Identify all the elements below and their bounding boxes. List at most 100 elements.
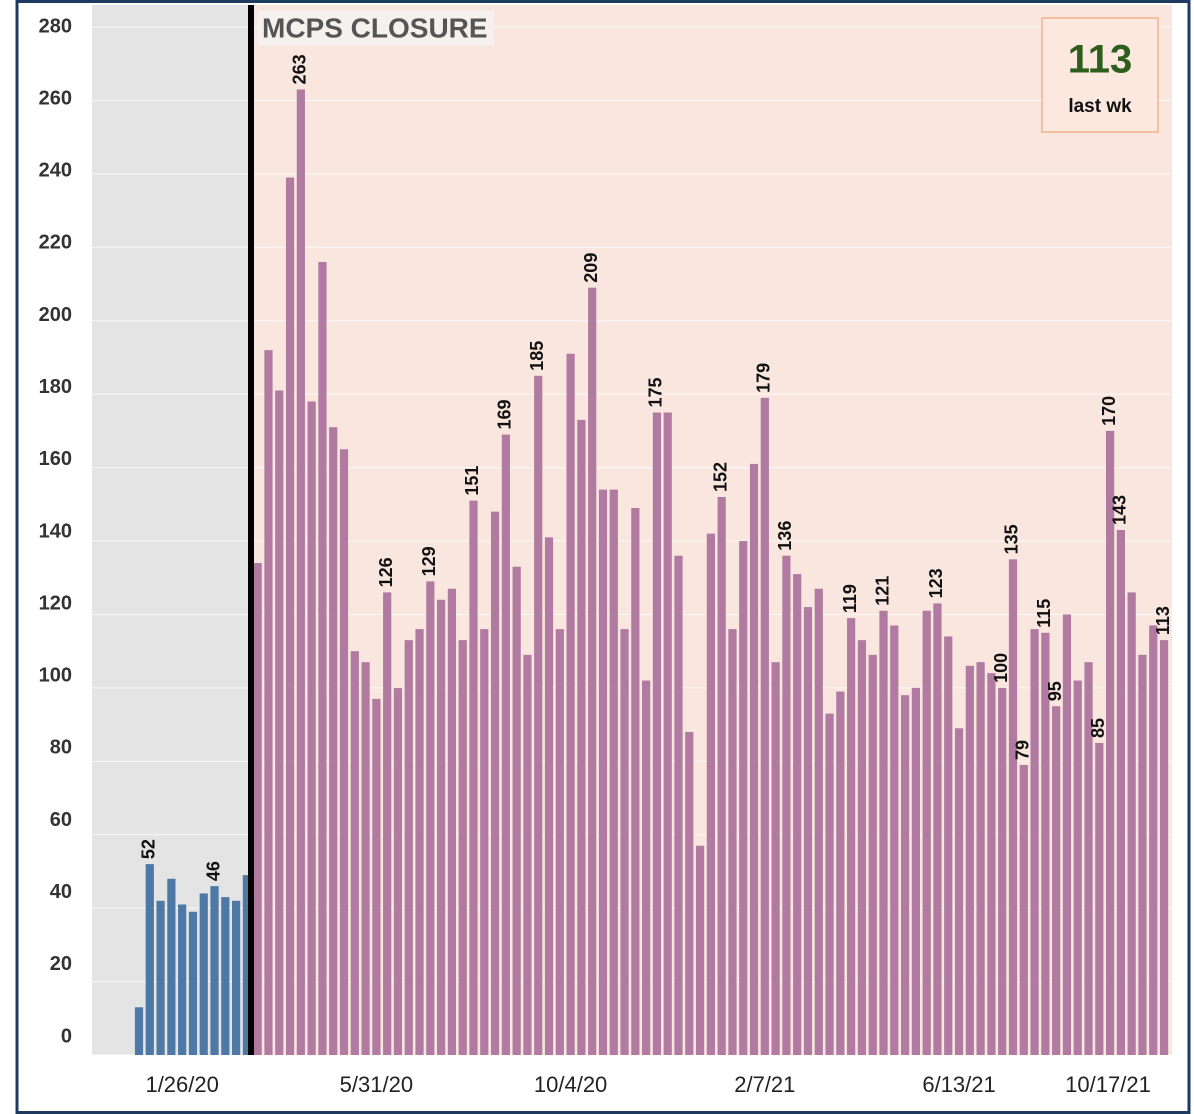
bar: [1073, 680, 1082, 1055]
value-label: 85: [1088, 718, 1108, 738]
value-label: 119: [840, 584, 860, 613]
y-tick-label: 100: [39, 665, 72, 687]
bar: [415, 629, 424, 1055]
bar: [890, 625, 899, 1055]
bar: [210, 886, 219, 1055]
bar: [782, 555, 791, 1055]
bars: [134, 89, 1169, 1056]
bar: [1159, 640, 1169, 1055]
value-label: 100: [991, 653, 1011, 683]
value-label: 152: [710, 462, 730, 492]
value-label: 113: [1153, 606, 1173, 635]
bar: [976, 662, 985, 1055]
value-label: 129: [419, 546, 439, 576]
bar: [803, 607, 813, 1055]
bar: [544, 537, 554, 1055]
bar: [717, 496, 726, 1056]
bar: [695, 845, 705, 1055]
bar: [1030, 629, 1039, 1055]
bar: [609, 489, 618, 1056]
value-label: 121: [872, 576, 892, 606]
bar: [188, 911, 198, 1055]
x-tick-label: 10/17/21: [1065, 1072, 1151, 1097]
bar: [1116, 530, 1125, 1055]
bar: [663, 412, 672, 1056]
value-label: 169: [495, 399, 515, 429]
value-label: 79: [1013, 740, 1033, 760]
value-label: 143: [1110, 495, 1130, 525]
value-label: 170: [1099, 396, 1119, 426]
x-tick-label: 6/13/21: [922, 1072, 995, 1097]
bar: [1019, 764, 1028, 1055]
bar: [264, 350, 273, 1056]
bar: [232, 900, 241, 1055]
y-tick-label: 260: [39, 87, 72, 109]
bar: [1138, 654, 1147, 1055]
frame: [15, 0, 1191, 1114]
value-label: 135: [1002, 524, 1022, 554]
y-tick-label: 180: [39, 376, 72, 398]
bar: [566, 353, 575, 1055]
value-label: 175: [646, 377, 666, 407]
bar: [814, 588, 823, 1055]
kpi-box: [1041, 17, 1159, 133]
chart-title: MCPS CLOSURE: [262, 12, 488, 43]
y-tick-label: 140: [39, 520, 72, 542]
bar: [836, 691, 845, 1055]
bar: [178, 904, 187, 1055]
bar: [134, 1007, 144, 1055]
bar: [523, 654, 532, 1055]
bar: [1008, 559, 1018, 1055]
bar: [339, 449, 349, 1055]
labels: 0 20 40 60 80 100 120 140 160 180 200 220 240 260 280 1…: [39, 15, 1173, 1097]
bar: [447, 588, 457, 1055]
bar: [706, 533, 715, 1055]
bar: [933, 603, 942, 1055]
y-tick-label: 0: [61, 1025, 72, 1047]
value-label: 115: [1034, 599, 1054, 628]
bar: [954, 728, 964, 1055]
closure-line: [248, 5, 254, 1055]
bar: [145, 864, 154, 1055]
bar: [512, 566, 521, 1055]
bar: [922, 610, 931, 1055]
value-label: 95: [1045, 681, 1065, 701]
bar: [631, 507, 640, 1055]
bar: [911, 687, 920, 1055]
bar: [771, 662, 780, 1055]
bar: [793, 574, 802, 1055]
bar: [685, 731, 694, 1055]
bar: [598, 489, 608, 1056]
value-label: 136: [775, 521, 795, 551]
bar: [480, 629, 489, 1055]
bar: [404, 640, 413, 1055]
bar: [825, 713, 834, 1055]
bar: [652, 412, 662, 1056]
value-label: 185: [527, 341, 547, 371]
bar: [739, 541, 748, 1055]
bar: [944, 636, 953, 1055]
bar: [167, 878, 176, 1055]
bar: [242, 875, 251, 1055]
bar: [620, 629, 629, 1055]
value-label: 123: [926, 568, 946, 598]
bar: [221, 897, 230, 1055]
bar: [458, 640, 467, 1055]
y-tick-label: 80: [50, 737, 72, 759]
y-tick-label: 40: [50, 881, 72, 903]
bar: [275, 390, 284, 1055]
bar: [490, 511, 500, 1055]
bar: [285, 177, 295, 1056]
bar: [469, 500, 478, 1055]
value-label: 179: [754, 363, 774, 393]
value-label: 151: [462, 466, 482, 496]
bar: [588, 287, 597, 1055]
bar: [329, 427, 338, 1056]
bar: [749, 463, 759, 1055]
x-tick-label: 5/31/20: [340, 1072, 413, 1097]
bar: [350, 651, 359, 1055]
bar: [1084, 662, 1093, 1055]
bar: [760, 397, 769, 1055]
bar: [857, 640, 867, 1055]
bar: [728, 629, 737, 1055]
